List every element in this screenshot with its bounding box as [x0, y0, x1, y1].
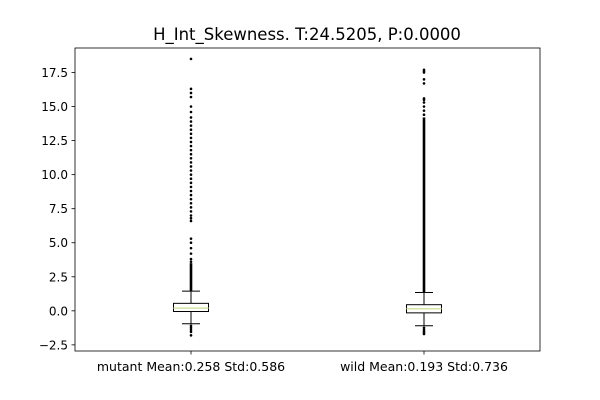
flier-point	[189, 214, 193, 217]
flier-point	[189, 185, 193, 189]
flier-point	[189, 132, 193, 136]
flier-point	[422, 101, 426, 104]
flier-band	[189, 263, 193, 292]
flier-point	[189, 181, 193, 185]
y-tick-label: 2.5	[49, 270, 68, 284]
y-axis: −2.5 0.0 2.5 5.0 7.5 10.0 12.5 15.0 17.5	[39, 66, 75, 352]
flier-point	[189, 140, 193, 144]
flier-point	[189, 165, 193, 168]
flier-point	[189, 257, 193, 261]
flier-point	[189, 237, 193, 240]
flier-point	[189, 95, 193, 99]
y-tick-label: 12.5	[41, 134, 68, 148]
y-tick-label: 0.0	[49, 304, 68, 318]
flier-point	[189, 206, 193, 209]
plot-frame	[74, 47, 541, 352]
flier-point	[189, 148, 193, 152]
x-axis: mutant Mean:0.258 Std:0.586 wild Mean:0.1…	[97, 351, 508, 374]
chart-title: H_Int_Skewness. T:24.5205, P:0.0000	[153, 25, 461, 45]
flier-point	[189, 57, 193, 61]
flier-point	[189, 173, 193, 176]
flier-band	[422, 117, 426, 293]
flier-point	[189, 152, 193, 156]
flier-point	[189, 241, 193, 245]
flier-point	[189, 169, 193, 172]
flier-point	[422, 326, 426, 330]
flier-point	[189, 246, 193, 250]
flier-point	[422, 68, 426, 72]
flier-point	[189, 334, 193, 337]
flier-point	[189, 177, 193, 181]
flier-point	[189, 252, 193, 255]
box-group-1	[406, 68, 442, 336]
flier-point	[189, 91, 193, 95]
y-tick-label: 5.0	[49, 236, 68, 250]
y-tick-label: 15.0	[41, 100, 68, 114]
flier-point	[189, 189, 193, 193]
flier-point	[189, 260, 193, 264]
flier-point	[189, 128, 193, 132]
flier-point	[189, 136, 193, 140]
x-tick-label: mutant Mean:0.258 Std:0.586	[97, 359, 285, 374]
flier-point	[422, 113, 426, 117]
y-tick-label: −2.5	[39, 338, 68, 352]
plot-area	[74, 47, 541, 352]
flier-point	[189, 330, 193, 334]
flier-point	[189, 324, 193, 328]
y-tick-label: 7.5	[49, 202, 68, 216]
flier-point	[189, 124, 193, 127]
box-group-0	[173, 57, 209, 337]
flier-point	[189, 219, 193, 223]
flier-point	[422, 82, 426, 85]
y-tick-label: 10.0	[41, 168, 68, 182]
flier-point	[189, 87, 193, 91]
flier-point	[189, 201, 193, 205]
flier-point	[189, 193, 193, 197]
flier-point	[189, 161, 193, 164]
flier-point	[189, 120, 193, 123]
flier-point	[189, 110, 193, 114]
x-tick-label: wild Mean:0.193 Std:0.736	[340, 359, 508, 374]
flier-point	[422, 78, 426, 81]
flier-point	[189, 144, 193, 148]
flier-point	[189, 328, 193, 332]
flier-point	[189, 157, 193, 160]
flier-point	[189, 116, 193, 119]
flier-point	[189, 326, 193, 330]
flier-point	[189, 105, 193, 108]
flier-point	[189, 197, 193, 201]
flier-point	[189, 216, 193, 220]
flier-point	[422, 105, 426, 108]
flier-point	[422, 97, 426, 100]
flier-point	[189, 210, 193, 213]
flier-point	[422, 332, 426, 336]
y-tick-label: 17.5	[41, 66, 68, 80]
flier-point	[422, 109, 426, 112]
